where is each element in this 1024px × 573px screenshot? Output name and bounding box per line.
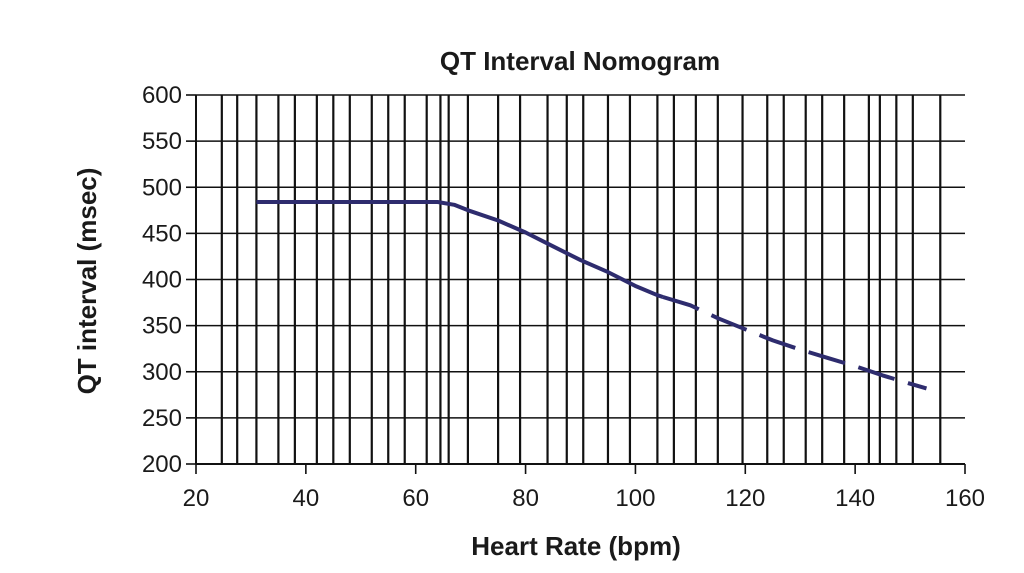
x-tick-label: 160 xyxy=(945,485,985,512)
y-tick-label: 550 xyxy=(142,128,182,155)
y-tick-label: 350 xyxy=(142,313,182,340)
x-tick-label: 60 xyxy=(402,485,429,512)
x-tick-label: 100 xyxy=(615,485,655,512)
y-tick-label: 450 xyxy=(142,220,182,247)
x-tick-label: 20 xyxy=(183,485,210,512)
x-axis-label: Heart Rate (bpm) xyxy=(471,531,680,561)
chart-title: QT Interval Nomogram xyxy=(440,46,720,76)
x-tick-label: 40 xyxy=(293,485,320,512)
horizontal-gridlines xyxy=(196,94,965,465)
qt-line-solid xyxy=(256,200,664,299)
x-tick-label: 80 xyxy=(512,485,539,512)
y-axis-label: QT interval (msec) xyxy=(72,168,102,395)
data-series xyxy=(256,200,928,391)
y-tick-label: 600 xyxy=(142,82,182,109)
y-tick-label: 500 xyxy=(142,174,182,201)
qt-line-dashed xyxy=(662,295,928,391)
x-tick-label: 120 xyxy=(725,485,765,512)
x-tick-labels: 20 40 60 80 100 120 140 160 xyxy=(183,464,985,512)
y-tick-label: 300 xyxy=(142,359,182,386)
x-tick-label: 140 xyxy=(835,485,875,512)
y-tick-label: 200 xyxy=(142,451,182,478)
y-tick-labels: 200 250 300 350 400 450 500 550 600 xyxy=(142,82,196,478)
y-tick-label: 400 xyxy=(142,267,182,294)
y-tick-label: 250 xyxy=(142,405,182,432)
